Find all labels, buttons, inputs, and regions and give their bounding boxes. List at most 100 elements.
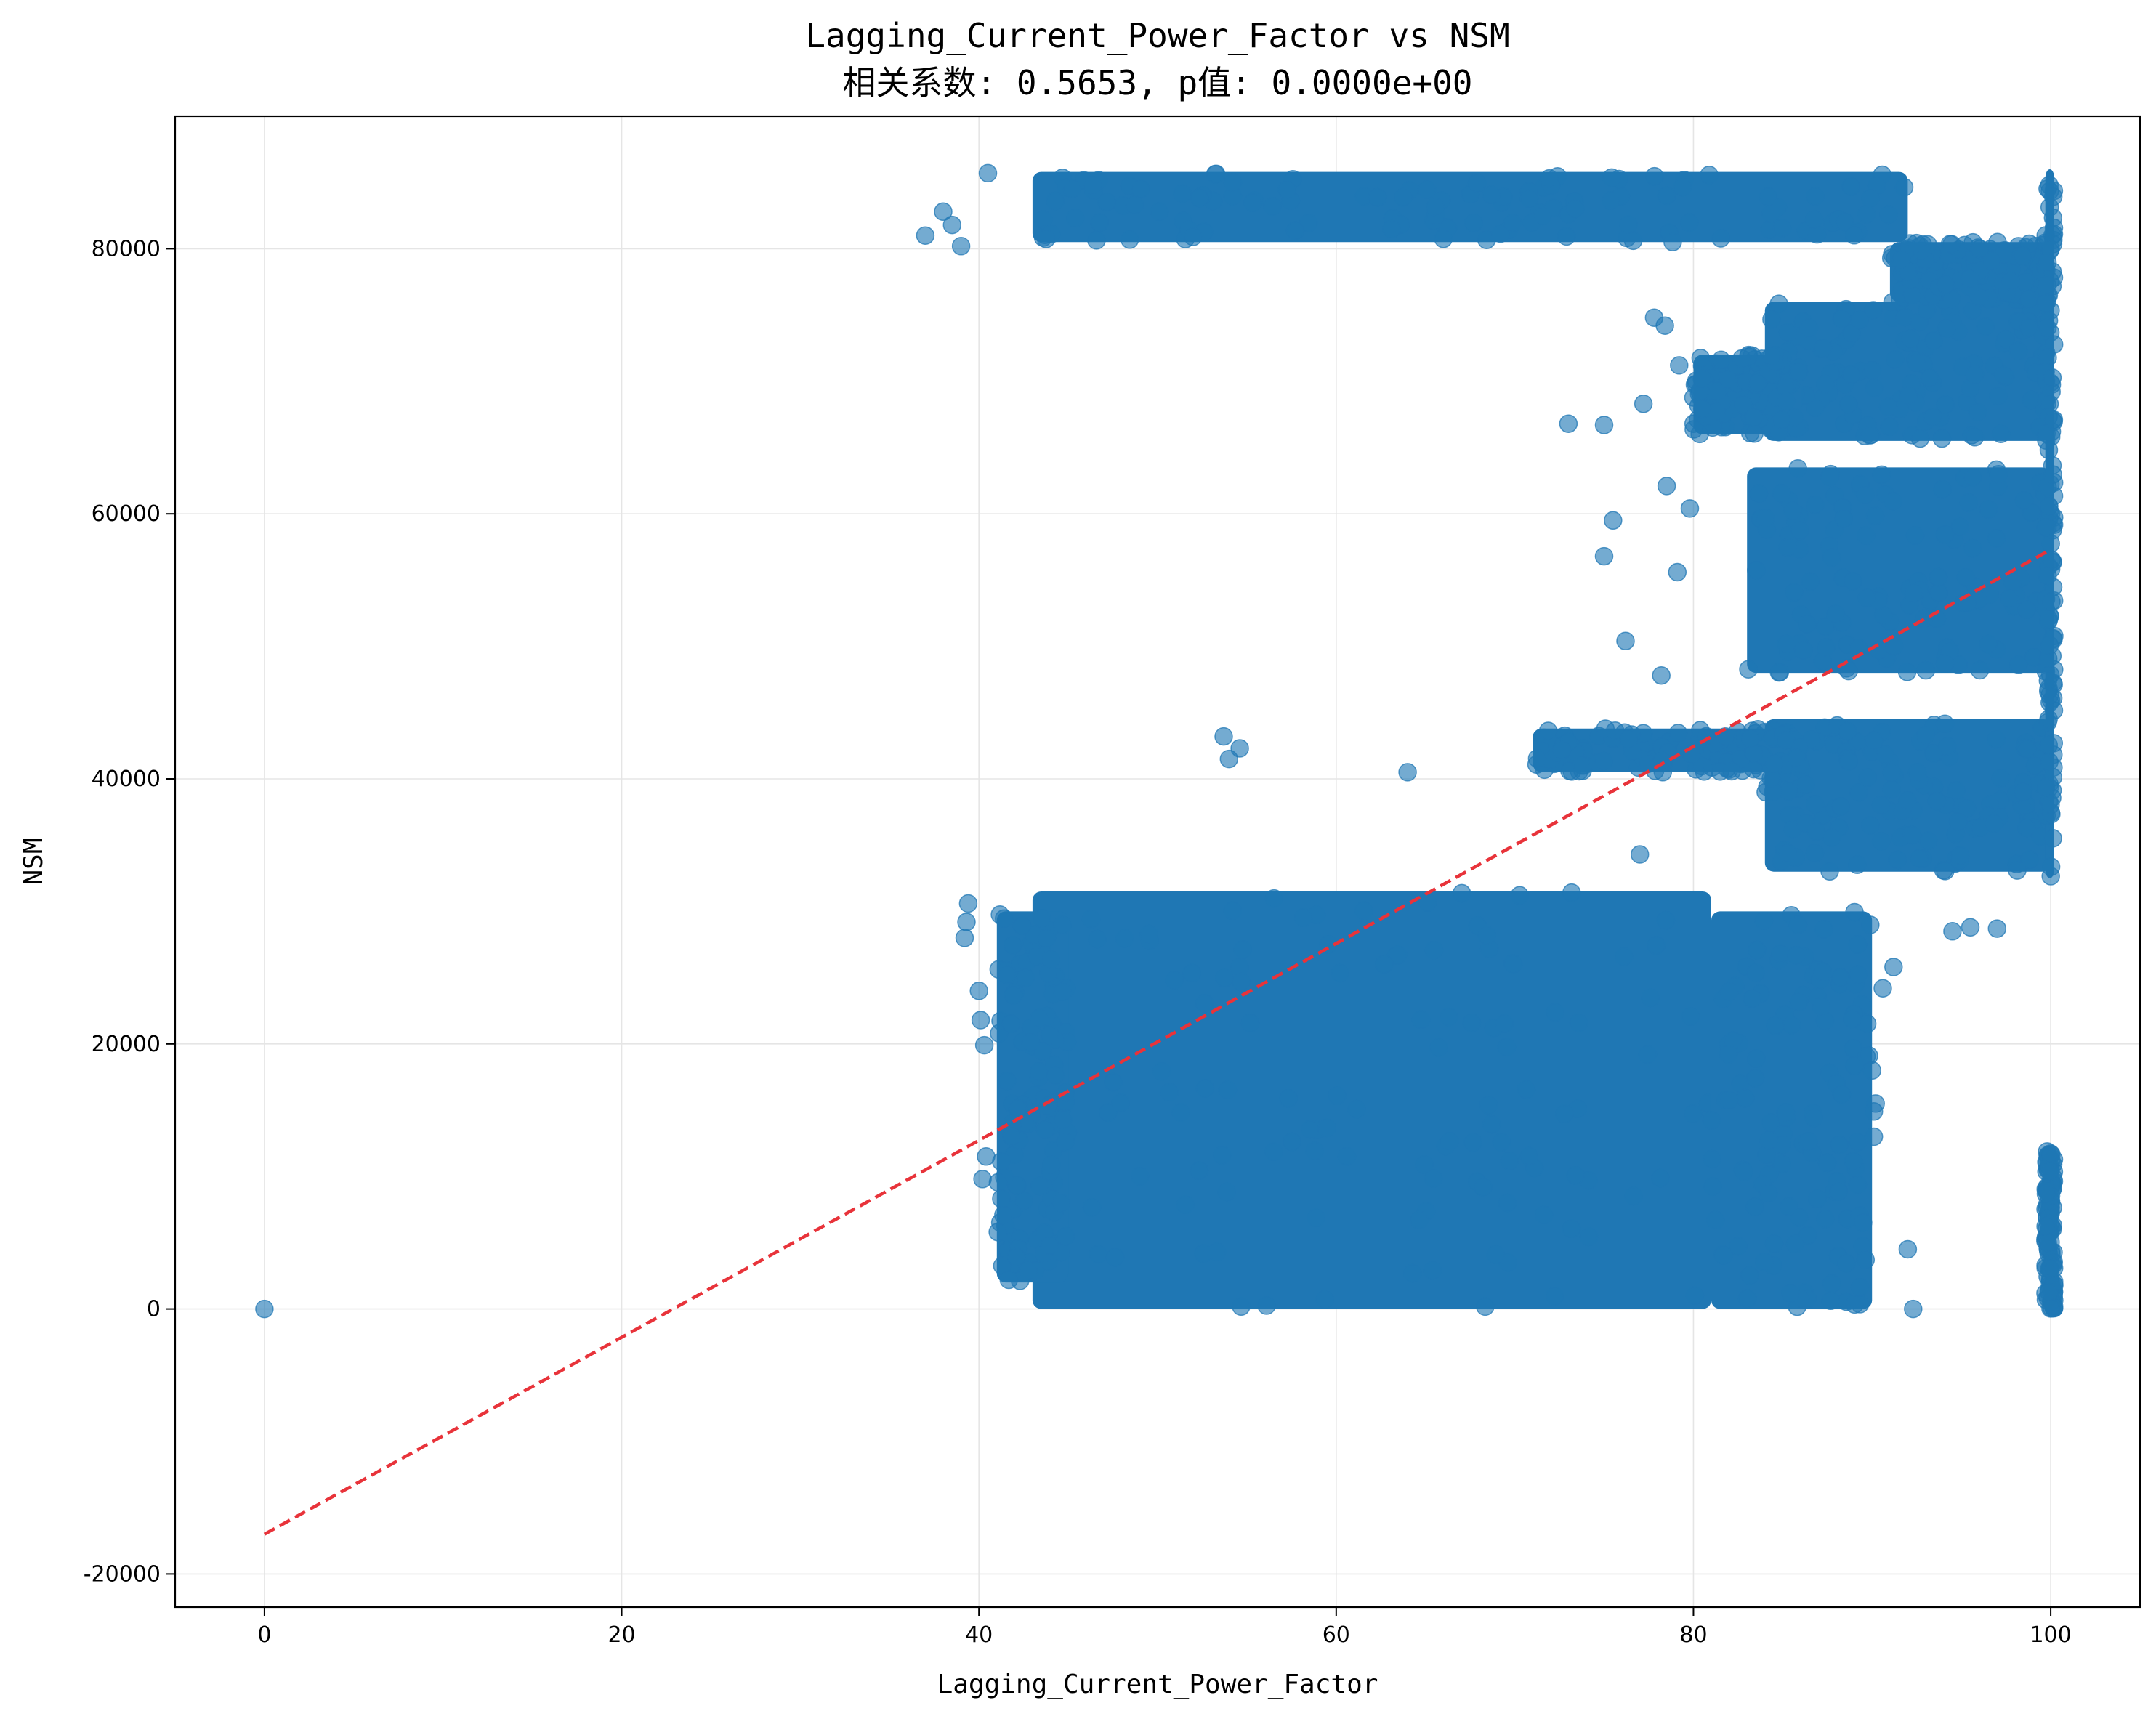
data-point (1933, 480, 1952, 499)
data-point (1769, 294, 1788, 313)
data-point (1878, 397, 1898, 417)
data-point (1935, 714, 1955, 734)
data-point (1822, 1274, 1841, 1293)
data-point (1594, 546, 1614, 566)
data-point (1849, 965, 1868, 984)
data-point (1088, 929, 1107, 949)
data-point (1744, 408, 1764, 427)
data-point (1989, 465, 2008, 484)
data-point (255, 1299, 274, 1319)
data-point (1756, 509, 1775, 527)
data-point (958, 894, 978, 913)
data-point (1714, 1245, 1734, 1265)
data-point (1722, 761, 1741, 781)
data-point (2041, 795, 2060, 814)
x-tick-label: 60 (1323, 1622, 1350, 1648)
data-point (2041, 1299, 2060, 1318)
data-point (1615, 947, 1634, 966)
data-point (1293, 908, 1313, 927)
data-point (2001, 272, 2021, 291)
data-point (1873, 979, 1892, 998)
data-point (971, 1011, 990, 1030)
data-point (1987, 919, 2007, 938)
data-point (1965, 428, 1985, 447)
regression-line-group (263, 548, 2052, 1536)
data-point (1053, 915, 1072, 934)
data-point (1848, 855, 1867, 874)
data-point (1776, 391, 1796, 410)
data-point (1424, 940, 1444, 960)
data-point (1746, 963, 1765, 982)
data-point (1777, 634, 1796, 654)
data-point (1830, 1135, 1849, 1154)
data-point (1820, 862, 1839, 881)
data-point (1394, 187, 1413, 207)
data-point (1936, 862, 1955, 881)
data-point (1232, 1297, 1251, 1316)
data-point (1914, 609, 1934, 628)
data-point (1740, 1266, 1759, 1285)
data-point (1230, 739, 1249, 758)
data-point (1700, 166, 1719, 185)
data-point (1012, 916, 1032, 935)
data-point (1991, 769, 2011, 788)
data-point (1657, 477, 1676, 496)
data-point (1545, 1287, 1564, 1306)
data-point (1263, 197, 1282, 216)
data-point (1602, 191, 1620, 210)
data-point (1624, 1186, 1643, 1206)
data-point (988, 1223, 1007, 1242)
data-point (999, 1270, 1019, 1290)
data-point (1834, 509, 1854, 528)
data-point (1856, 1250, 1876, 1269)
data-point (1865, 731, 1884, 750)
x-tick-label: 80 (1679, 1622, 1707, 1648)
y-tick-label: 40000 (92, 767, 161, 792)
data-point (1418, 893, 1437, 912)
data-point (2020, 850, 2039, 870)
data-point (2008, 861, 2027, 880)
data-point (1195, 994, 1214, 1013)
data-point (1854, 1213, 1873, 1232)
data-point (1871, 796, 1891, 814)
data-point (2017, 600, 2036, 619)
data-point (1482, 1115, 1501, 1134)
data-point (1789, 992, 1809, 1011)
data-point (1517, 1080, 1536, 1099)
data-point (2038, 1233, 2057, 1253)
data-point (1719, 1091, 1739, 1109)
data-point (2039, 710, 2058, 729)
data-point (1503, 213, 1522, 232)
axis-ticks: 0 20 40 60 80 100 -20000 0 20000 40000 60000 80000 (84, 236, 2072, 1648)
data-point (1213, 1146, 1232, 1165)
data-point (1785, 583, 1804, 602)
data-point (1533, 206, 1552, 226)
data-point (1638, 1045, 1658, 1064)
data-point (2039, 735, 2059, 755)
data-point (1948, 812, 1968, 831)
data-point (1747, 1049, 1766, 1068)
data-point (1440, 1132, 1460, 1151)
data-point (1982, 251, 2001, 270)
data-point (1139, 924, 1158, 944)
data-point (1105, 1247, 1125, 1267)
data-point (1623, 231, 1643, 251)
data-point (1785, 1234, 1805, 1253)
data-point (1970, 660, 1990, 680)
scatter-points (255, 163, 2064, 1319)
data-point (1861, 915, 1880, 934)
data-point (1056, 1226, 1075, 1246)
data-point (1331, 963, 1350, 983)
data-point (2040, 636, 2059, 655)
data-point (1056, 1132, 1075, 1152)
data-point (1681, 1007, 1700, 1026)
data-point (1848, 1133, 1868, 1152)
data-point (1497, 1038, 1517, 1057)
data-point (1871, 832, 1891, 851)
data-point (1708, 382, 1727, 401)
data-point (2044, 1258, 2064, 1278)
data-point (1706, 1210, 1725, 1230)
data-point (1668, 562, 1687, 582)
data-point (1781, 1284, 1800, 1303)
data-point (1947, 781, 1966, 800)
